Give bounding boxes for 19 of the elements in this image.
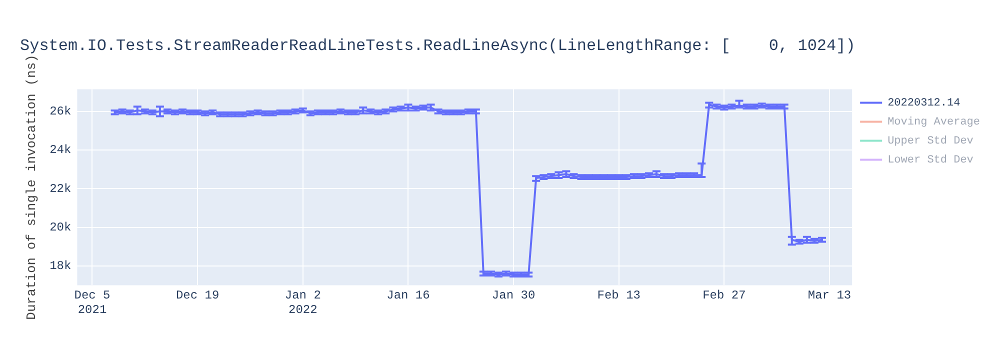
y-tick-label: 20k <box>50 220 72 234</box>
x-tick-label: Jan 16 <box>386 288 430 303</box>
legend-label: Lower Std Dev <box>888 154 974 167</box>
y-tick-label: 26k <box>50 104 72 119</box>
x-tick-label: Mar 13 <box>808 288 852 303</box>
y-tick-label: 22k <box>50 182 72 196</box>
x-tick-label: Dec 19 <box>176 288 220 303</box>
chart-title: System.IO.Tests.StreamReaderReadLineTests.ReadLineAsync(LineLengthRange: [ 0, 1024]) <box>20 36 856 55</box>
y-tick-label: 24k <box>50 143 72 158</box>
y-tick-label: 18k <box>50 259 72 274</box>
x-tick-label: Jan 2 2022 <box>284 288 321 317</box>
x-tick-label: Dec 5 2021 <box>74 288 110 317</box>
legend-label: 20220312.14 <box>888 98 961 110</box>
x-tick-label: Feb 27 <box>702 288 746 303</box>
y-axis-title: Duration of single invocation (ns) <box>24 54 40 320</box>
legend-label: Moving Average <box>888 116 980 129</box>
x-tick-label: Jan 30 <box>492 288 536 303</box>
x-tick-label: Feb 13 <box>597 288 640 303</box>
legend-label: Upper Std Dev <box>888 136 974 148</box>
